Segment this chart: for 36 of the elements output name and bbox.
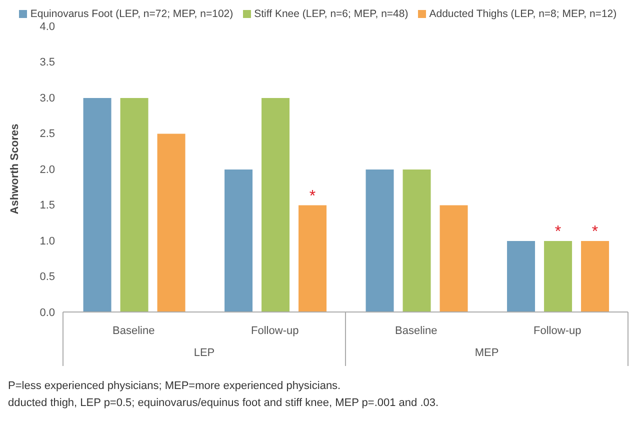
y-tick-label: 4.0 bbox=[40, 20, 55, 33]
y-tick-label: 2.5 bbox=[40, 128, 55, 140]
legend-label: Adducted Thighs (LEP, n=8; MEP, n=12) bbox=[428, 8, 617, 20]
bar bbox=[156, 132, 186, 312]
bar bbox=[438, 204, 469, 312]
bar bbox=[402, 168, 432, 312]
bar bbox=[224, 168, 254, 312]
y-tick-label: 3.5 bbox=[40, 56, 55, 69]
bar bbox=[260, 97, 291, 312]
y-tick-label: 2.0 bbox=[40, 164, 55, 176]
text: dducted thigh, LEP p=0.5; equinovarus/equinus foot and stiff knee, MEP p=.001 and .03. bbox=[8, 396, 440, 411]
data-label: * bbox=[592, 224, 598, 240]
y-tick-label: 0.5 bbox=[40, 271, 55, 284]
x-tick-label: Follow-up bbox=[534, 324, 582, 337]
bar bbox=[543, 240, 574, 312]
data-label: * bbox=[309, 188, 316, 205]
legend-label: Stiff Knee (LEP, n=6; MEP, n=48) bbox=[253, 8, 408, 20]
legend-label: Equinovarus Foot (LEP, n=72; MEP, n=102) bbox=[29, 8, 234, 20]
x-tick-label: Baseline bbox=[112, 324, 155, 337]
text: LEP bbox=[194, 347, 215, 359]
y-tick-label: 1.5 bbox=[40, 200, 55, 212]
y-tick-label: 1.0 bbox=[40, 235, 55, 248]
bar bbox=[364, 168, 395, 312]
y-tick-label: 3.0 bbox=[40, 92, 55, 104]
bar bbox=[298, 204, 328, 312]
text: P=less experienced physicians; MEP=more experienced physicians. bbox=[8, 379, 342, 394]
bar bbox=[119, 97, 150, 312]
y-tick-label: 0.0 bbox=[40, 306, 55, 319]
data-label: * bbox=[554, 224, 562, 240]
x-tick-label: Follow-up bbox=[251, 324, 299, 337]
bar bbox=[506, 240, 536, 312]
x-tick-label: Baseline bbox=[395, 324, 438, 337]
bar bbox=[580, 240, 610, 312]
y-axis-title: Ashworth Scores bbox=[8, 124, 21, 214]
bar bbox=[82, 97, 112, 312]
text: MEP bbox=[474, 347, 499, 359]
